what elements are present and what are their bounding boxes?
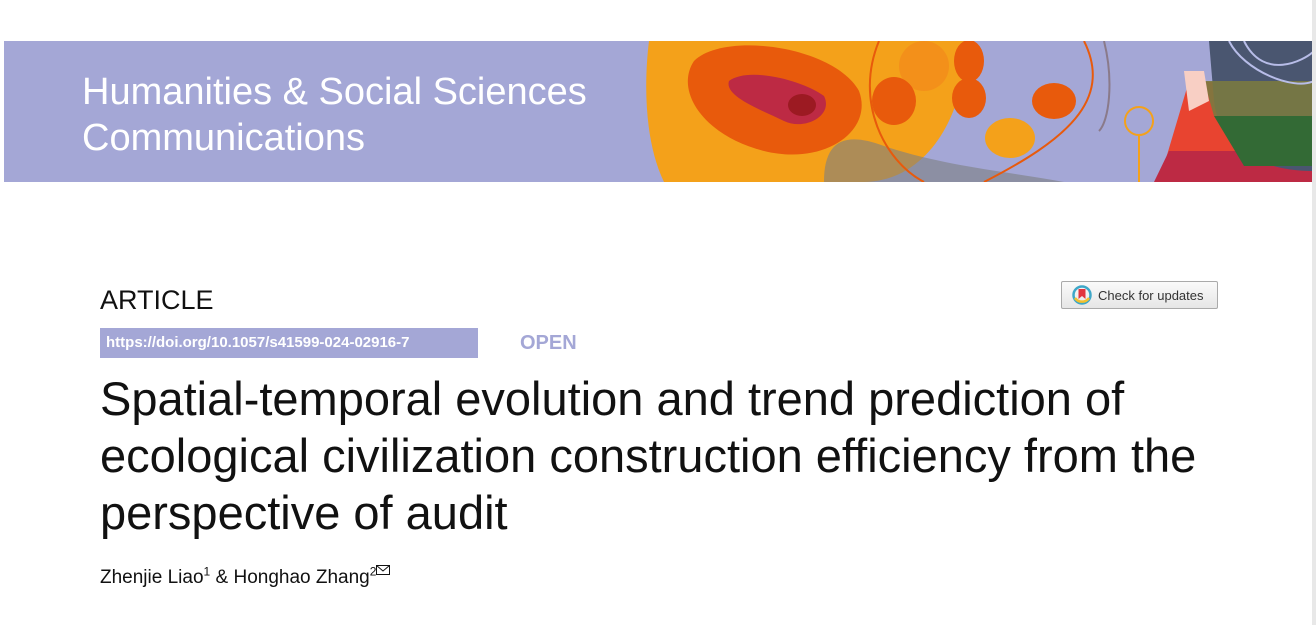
affiliation-number: 2 xyxy=(369,564,377,579)
open-access-label: OPEN xyxy=(520,332,577,354)
journal-name-line1: Humanities & Social Sciences xyxy=(82,71,587,113)
author-name[interactable]: Honghao Zhang xyxy=(233,567,370,588)
scrollbar-track[interactable] xyxy=(1312,0,1316,625)
doi-link[interactable]: https://doi.org/10.1057/s41599-024-02916… xyxy=(100,328,478,358)
author-name[interactable]: Zhenjie Liao xyxy=(100,567,204,588)
banner-artwork xyxy=(646,41,1312,182)
article-header: Spatial-temporal evolution and trend pre… xyxy=(100,370,1315,590)
crossmark-icon xyxy=(1072,285,1092,305)
journal-banner: Humanities & Social Sciences Communicati… xyxy=(4,41,1312,182)
page-top-margin xyxy=(0,0,1316,41)
check-for-updates-button[interactable]: Check for updates xyxy=(1061,281,1218,309)
email-icon[interactable] xyxy=(376,565,391,575)
check-for-updates-label: Check for updates xyxy=(1098,287,1204,303)
journal-name-line2: Communications xyxy=(82,117,365,159)
affiliation-number: 1 xyxy=(203,564,211,579)
article-type: ARTICLE xyxy=(100,285,214,315)
author-list: Zhenjie Liao1 & Honghao Zhang2 xyxy=(100,565,1315,590)
journal-name: Humanities & Social Sciences Communicati… xyxy=(82,69,587,161)
author-separator: & xyxy=(215,567,229,588)
article-title: Spatial-temporal evolution and trend pre… xyxy=(100,372,1197,539)
